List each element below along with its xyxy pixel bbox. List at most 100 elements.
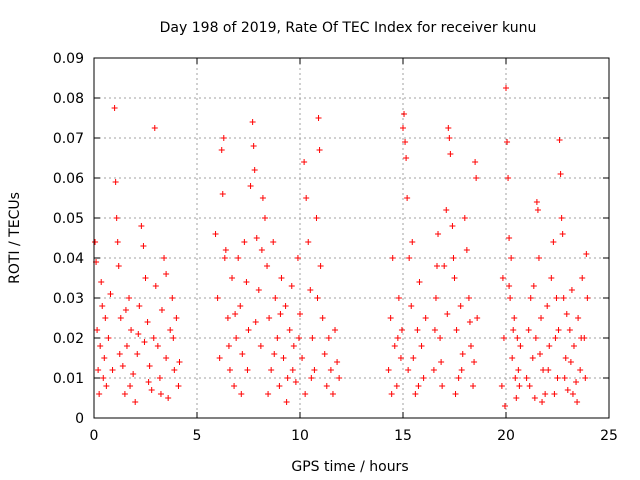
data-point	[443, 207, 450, 213]
data-point	[329, 391, 336, 397]
data-point	[401, 111, 408, 117]
data-point	[92, 239, 99, 245]
data-point	[311, 367, 318, 373]
data-point	[144, 319, 151, 325]
data-point	[115, 263, 122, 269]
data-point	[499, 275, 506, 281]
data-point	[314, 295, 321, 301]
y-tick-label: 0.04	[53, 251, 84, 267]
data-point	[216, 355, 223, 361]
data-point	[258, 247, 265, 253]
data-point	[394, 335, 401, 341]
data-point	[141, 339, 148, 345]
data-point	[555, 327, 562, 333]
data-point	[231, 383, 238, 389]
data-point	[128, 327, 135, 333]
data-point	[325, 335, 332, 341]
data-point	[214, 295, 221, 301]
data-point	[578, 335, 585, 341]
data-point	[301, 159, 308, 165]
data-point	[566, 327, 573, 333]
data-point	[437, 335, 444, 341]
x-axis-label: GPS time / hours	[291, 459, 408, 475]
data-point	[444, 311, 451, 317]
data-point	[103, 383, 110, 389]
data-point	[303, 195, 310, 201]
data-point	[551, 391, 558, 397]
data-point	[221, 255, 228, 261]
data-point	[282, 303, 289, 309]
data-point	[552, 335, 559, 341]
data-point	[526, 383, 533, 389]
data-point	[309, 335, 316, 341]
data-point	[175, 383, 182, 389]
data-point	[511, 315, 518, 321]
data-point	[270, 239, 277, 245]
data-point	[405, 367, 412, 373]
data-point	[278, 275, 285, 281]
data-point	[235, 255, 242, 261]
data-point	[544, 303, 551, 309]
data-point	[245, 327, 252, 333]
data-point	[527, 295, 534, 301]
data-point	[470, 383, 477, 389]
data-point	[244, 367, 251, 373]
data-point	[176, 359, 183, 365]
data-point	[575, 315, 582, 321]
data-point	[222, 247, 229, 253]
data-point	[414, 327, 421, 333]
data-point	[130, 371, 137, 377]
data-point	[500, 335, 507, 341]
data-point	[400, 125, 406, 131]
data-point	[446, 135, 453, 141]
data-point	[515, 367, 522, 373]
data-point	[290, 343, 297, 349]
data-point	[430, 367, 437, 373]
data-point	[135, 331, 142, 337]
data-point	[280, 355, 287, 361]
data-point	[409, 239, 416, 245]
grid-lines	[94, 58, 609, 418]
data-point	[513, 395, 520, 401]
data-point	[259, 195, 266, 201]
data-point	[96, 391, 103, 397]
x-tick-label: 20	[497, 428, 515, 444]
data-point	[569, 391, 576, 397]
data-point	[158, 307, 165, 313]
data-point	[567, 359, 574, 365]
data-point	[542, 391, 549, 397]
data-point	[99, 303, 106, 309]
data-point	[457, 303, 464, 309]
data-point	[391, 343, 398, 349]
data-point	[561, 375, 568, 381]
data-point	[449, 223, 456, 229]
data-point	[453, 327, 460, 333]
data-point	[315, 115, 322, 121]
data-point	[387, 315, 394, 321]
data-point	[471, 359, 478, 365]
data-point	[438, 359, 445, 365]
data-point	[107, 291, 114, 297]
data-point	[563, 311, 570, 317]
data-point	[94, 327, 101, 333]
plot-frame	[93, 57, 610, 419]
data-point	[517, 343, 524, 349]
data-point	[116, 351, 123, 357]
data-point	[327, 367, 334, 373]
data-point	[250, 143, 257, 149]
data-point	[439, 383, 446, 389]
data-point	[402, 139, 409, 145]
data-point	[109, 367, 116, 373]
data-point	[232, 311, 239, 317]
data-point	[431, 327, 438, 333]
data-point	[461, 215, 468, 221]
data-point	[288, 283, 295, 289]
data-point	[243, 279, 250, 285]
data-point	[157, 391, 164, 397]
data-point	[550, 239, 557, 245]
data-point	[574, 399, 581, 405]
data-point	[501, 403, 508, 409]
data-point	[156, 375, 163, 381]
data-point	[274, 335, 281, 341]
